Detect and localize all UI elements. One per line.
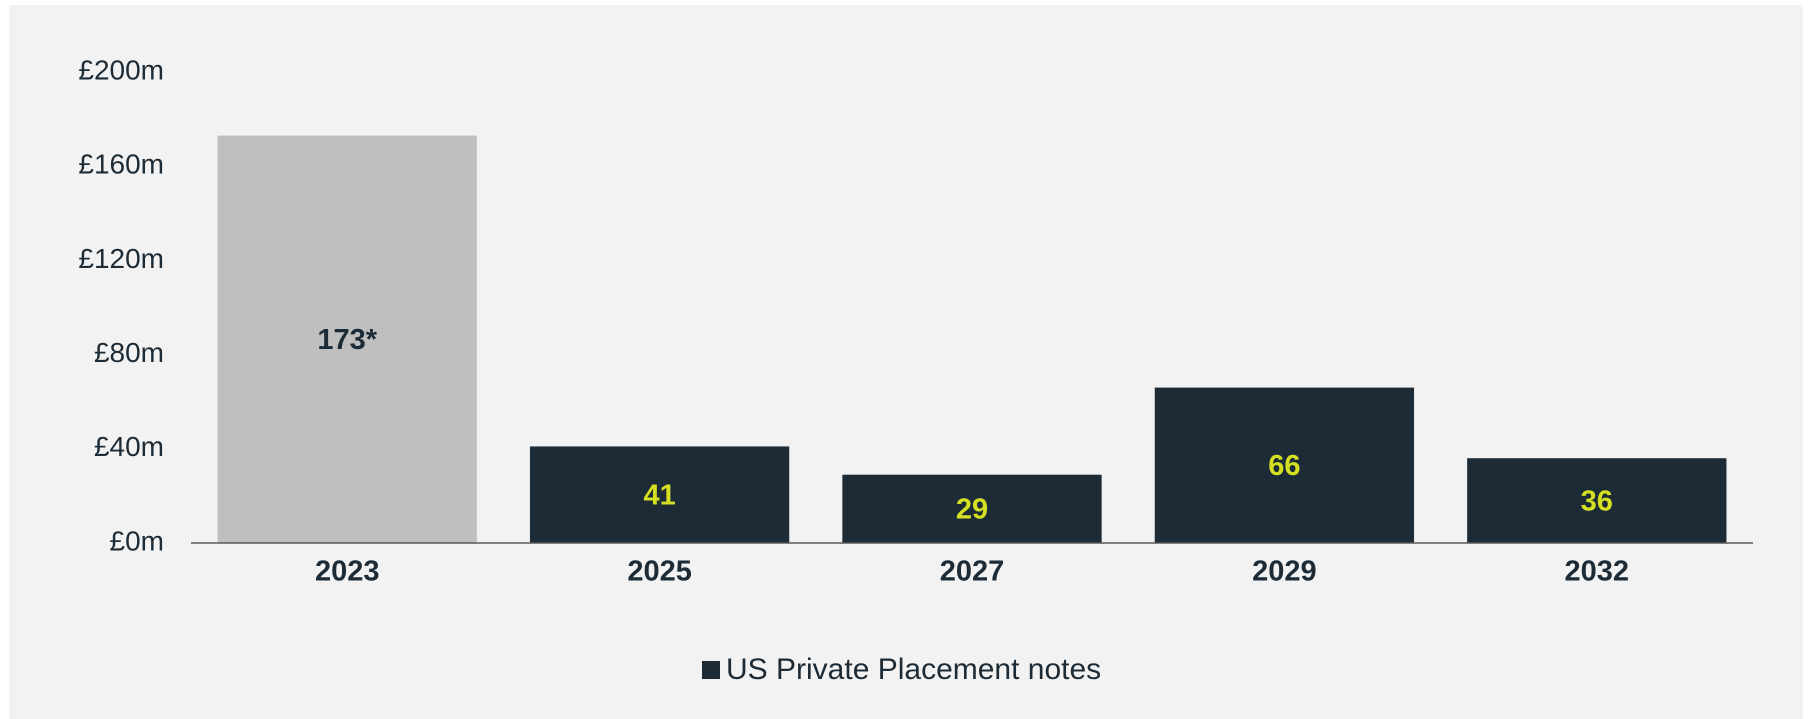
- bar: [1154, 387, 1415, 543]
- bar: [217, 135, 477, 543]
- y-tick-label: £40m: [94, 431, 164, 462]
- y-tick-label: £160m: [78, 149, 164, 180]
- data-label: 173*: [317, 324, 377, 356]
- x-tick-label: 2025: [627, 556, 692, 588]
- x-tick-label: 2023: [315, 556, 380, 588]
- y-tick-label: £120m: [78, 243, 164, 274]
- data-label: 36: [1581, 485, 1613, 517]
- bar: [1467, 458, 1727, 543]
- x-tick-label: 2027: [940, 556, 1005, 588]
- y-tick-label: £80m: [94, 337, 164, 368]
- y-tick-label: £0m: [110, 525, 164, 556]
- data-label: 41: [643, 479, 675, 511]
- x-tick-label: 2032: [1565, 556, 1630, 588]
- legend-swatch: [702, 661, 720, 679]
- legend-label: US Private Placement notes: [726, 653, 1101, 686]
- data-label: 29: [956, 494, 988, 526]
- bar: [842, 474, 1102, 543]
- bar: [529, 446, 790, 543]
- x-tick-label: 2029: [1252, 556, 1317, 588]
- data-label: 66: [1268, 450, 1300, 482]
- y-tick-label: £200m: [78, 54, 164, 85]
